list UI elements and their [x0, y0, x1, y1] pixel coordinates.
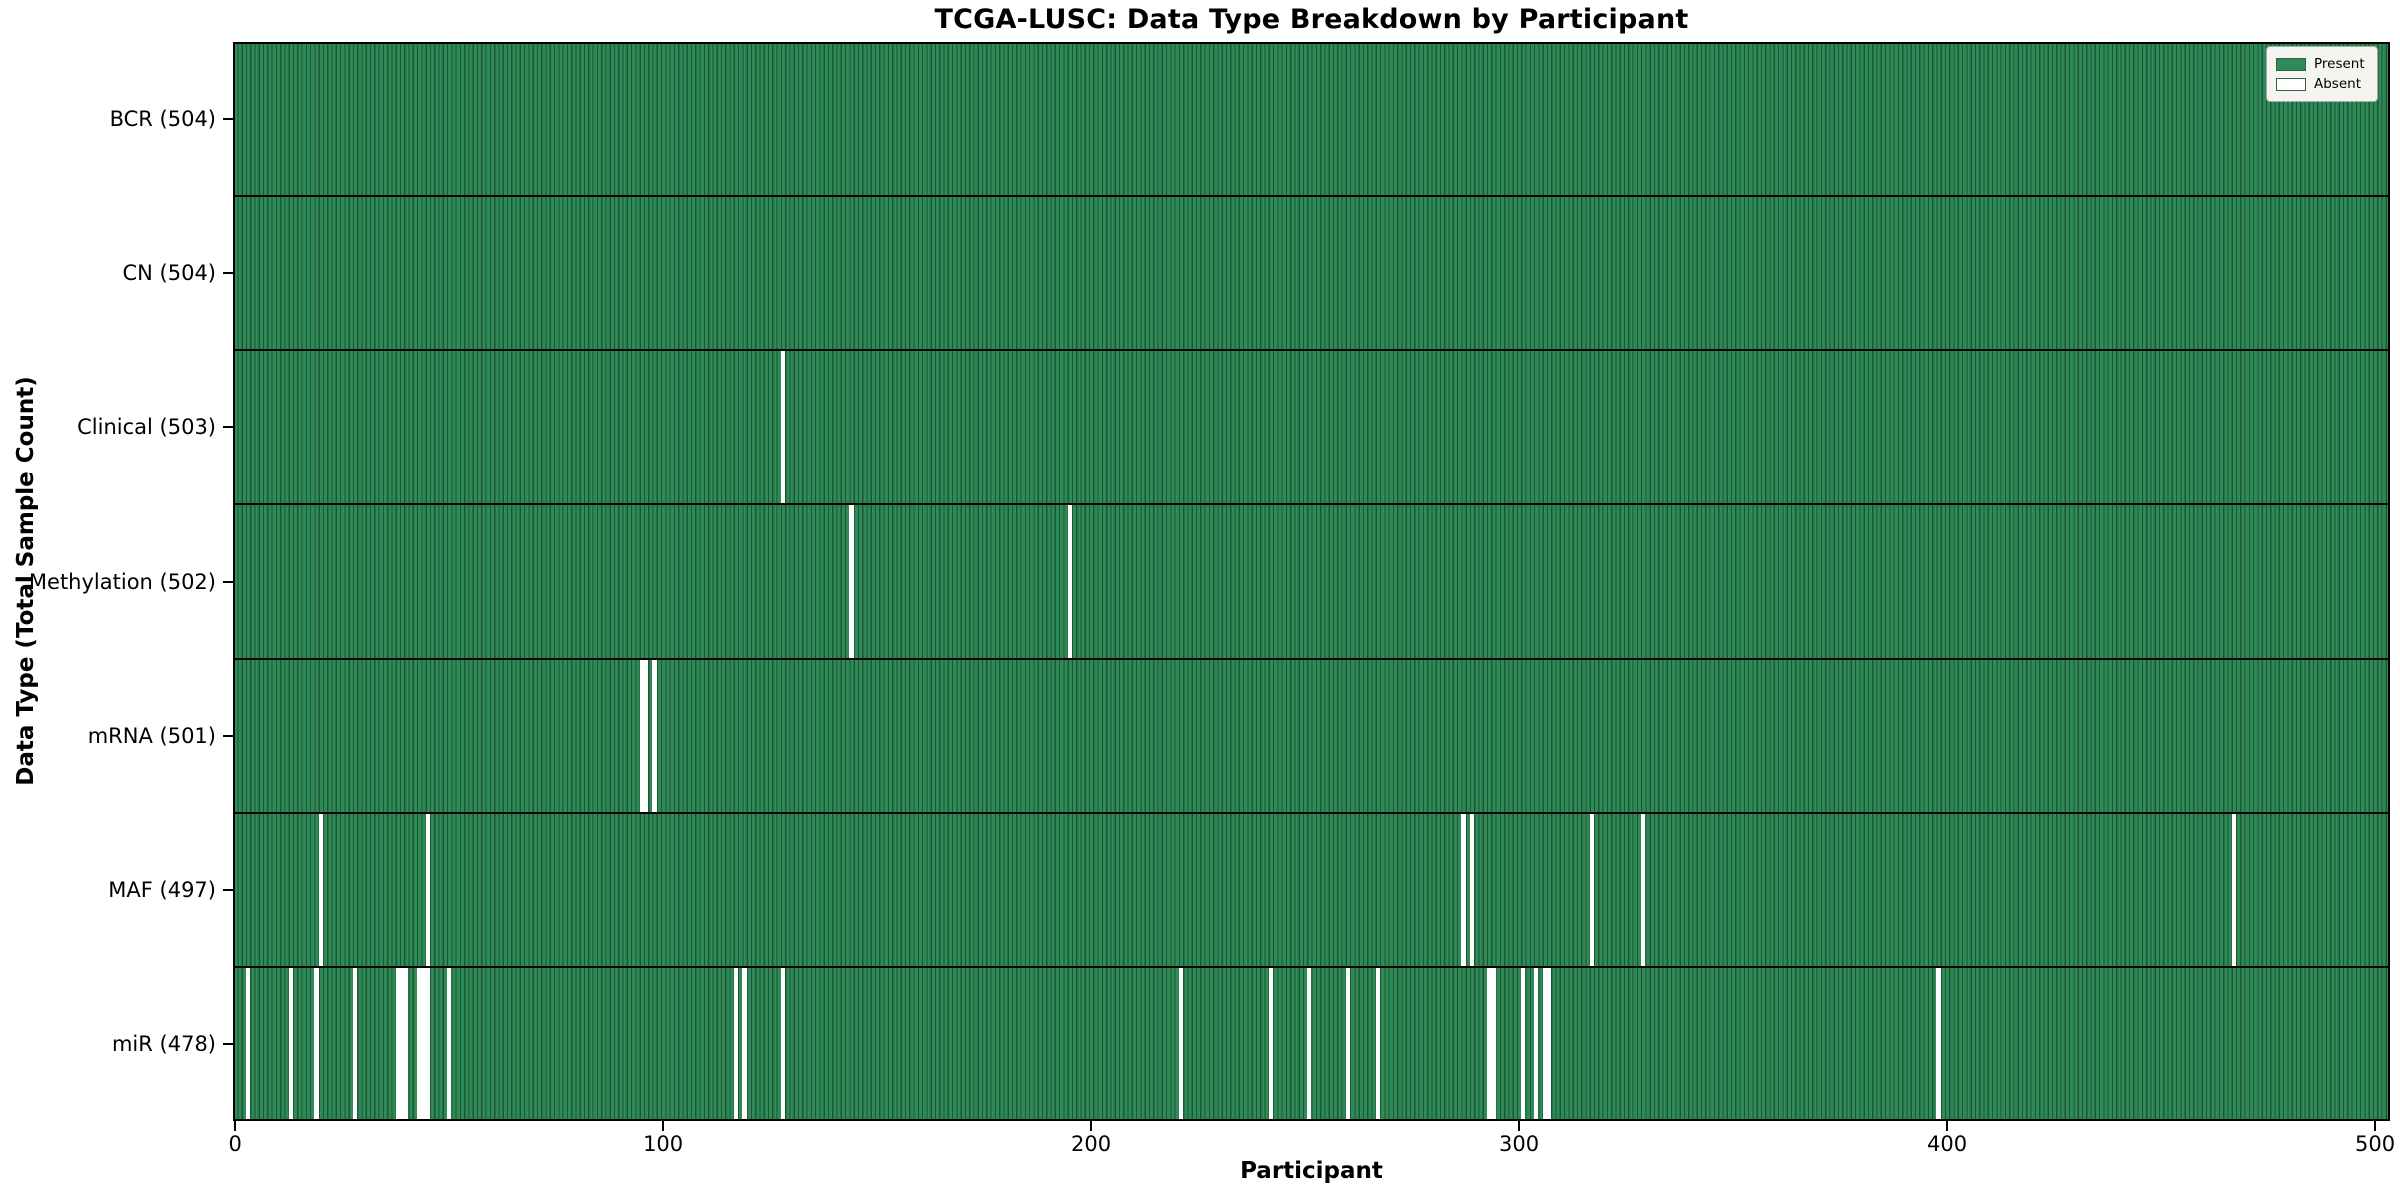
- y-tick-mark: [223, 118, 233, 121]
- row-separator: [233, 195, 2390, 198]
- x-tick-label-0: 0: [228, 1132, 242, 1156]
- y-tick-label-maf: MAF (497): [108, 877, 216, 902]
- absent-mark: [652, 658, 657, 813]
- absent-mark: [1469, 812, 1475, 967]
- absent-mark: [1486, 966, 1492, 1121]
- plot-area: [233, 42, 2390, 1121]
- x-axis-label: Participant: [1240, 1158, 1383, 1184]
- absent-mark: [780, 966, 786, 1121]
- x-tick-mark: [1518, 1121, 1521, 1131]
- x-tick-label-500: 500: [2354, 1132, 2396, 1156]
- y-tick-label-mir: miR (478): [111, 1031, 216, 1056]
- absent-mark: [639, 658, 644, 813]
- absent-mark: [404, 966, 409, 1121]
- absent-mark: [742, 966, 747, 1121]
- absent-mark: [446, 966, 452, 1121]
- absent-mark: [395, 966, 400, 1121]
- absent-mark: [1589, 812, 1594, 967]
- data-row-cn: [233, 196, 2390, 351]
- absent-mark: [1461, 812, 1466, 967]
- absent-mark: [318, 812, 323, 967]
- absent-mark: [1521, 966, 1526, 1121]
- absent-mark: [1178, 966, 1184, 1121]
- row-separator: [233, 811, 2390, 814]
- y-tick-mark: [223, 426, 233, 429]
- absent-mark: [1375, 966, 1380, 1121]
- absent-mark: [2231, 812, 2236, 967]
- x-tick-label-300: 300: [1499, 1132, 1540, 1156]
- absent-mark: [425, 812, 430, 967]
- x-tick-mark: [2374, 1121, 2377, 1131]
- y-tick-mark: [223, 1042, 233, 1045]
- absent-mark: [1534, 966, 1539, 1121]
- row-separator: [233, 503, 2390, 506]
- x-tick-label-100: 100: [643, 1132, 684, 1156]
- data-row-mrna: [233, 658, 2390, 813]
- data-row-clinical: [233, 350, 2390, 505]
- x-tick-label-400: 400: [1926, 1132, 1968, 1156]
- legend-label-absent: Absent: [2314, 76, 2361, 92]
- y-tick-label-clinical: Clinical (503): [77, 415, 216, 440]
- absent-mark: [425, 966, 430, 1121]
- absent-mark: [1268, 966, 1273, 1121]
- absent-mark: [733, 966, 738, 1121]
- x-tick-mark: [662, 1121, 665, 1131]
- data-row-maf: [233, 812, 2390, 967]
- absent-mark: [1936, 966, 1941, 1121]
- absent-mark: [245, 966, 251, 1121]
- absent-swatch: [2276, 77, 2306, 91]
- present-swatch: [2276, 57, 2306, 71]
- data-row-mir: [233, 966, 2390, 1121]
- legend-label-present: Present: [2314, 56, 2365, 72]
- legend-item-absent: Absent: [2276, 74, 2368, 94]
- y-tick-label-methylation: Methylation (502): [28, 569, 216, 594]
- absent-mark: [421, 966, 426, 1121]
- legend-item-present: Present: [2276, 54, 2368, 74]
- absent-mark: [780, 350, 786, 505]
- y-tick-mark: [223, 272, 233, 275]
- absent-mark: [314, 966, 319, 1121]
- legend: Present Absent: [2266, 46, 2378, 102]
- x-tick-mark: [1090, 1121, 1093, 1131]
- absent-mark: [288, 966, 293, 1121]
- y-tick-mark: [223, 734, 233, 737]
- absent-mark: [1491, 966, 1496, 1121]
- absent-mark: [352, 966, 358, 1121]
- absent-mark: [849, 504, 854, 659]
- y-tick-mark: [223, 888, 233, 891]
- chart-title: TCGA-LUSC: Data Type Breakdown by Partic…: [934, 4, 1689, 35]
- absent-mark: [417, 966, 422, 1121]
- x-tick-label-200: 200: [1071, 1132, 1112, 1156]
- absent-mark: [1641, 812, 1646, 967]
- data-row-methylation: [233, 504, 2390, 659]
- y-tick-label-mrna: mRNA (501): [87, 723, 216, 748]
- data-row-bcr: [233, 42, 2390, 197]
- absent-mark: [1067, 504, 1072, 659]
- row-separator: [233, 657, 2390, 660]
- absent-mark: [643, 658, 649, 813]
- absent-mark: [1345, 966, 1350, 1121]
- row-separator: [233, 349, 2390, 352]
- absent-mark: [1546, 966, 1552, 1121]
- x-tick-mark: [1946, 1121, 1949, 1131]
- absent-mark: [399, 966, 405, 1121]
- y-tick-mark: [223, 580, 233, 583]
- y-tick-label-bcr: BCR (504): [109, 107, 216, 132]
- row-separator: [233, 965, 2390, 968]
- absent-mark: [1307, 966, 1312, 1121]
- y-tick-label-cn: CN (504): [122, 261, 216, 286]
- x-tick-mark: [234, 1121, 237, 1131]
- absent-mark: [1542, 966, 1547, 1121]
